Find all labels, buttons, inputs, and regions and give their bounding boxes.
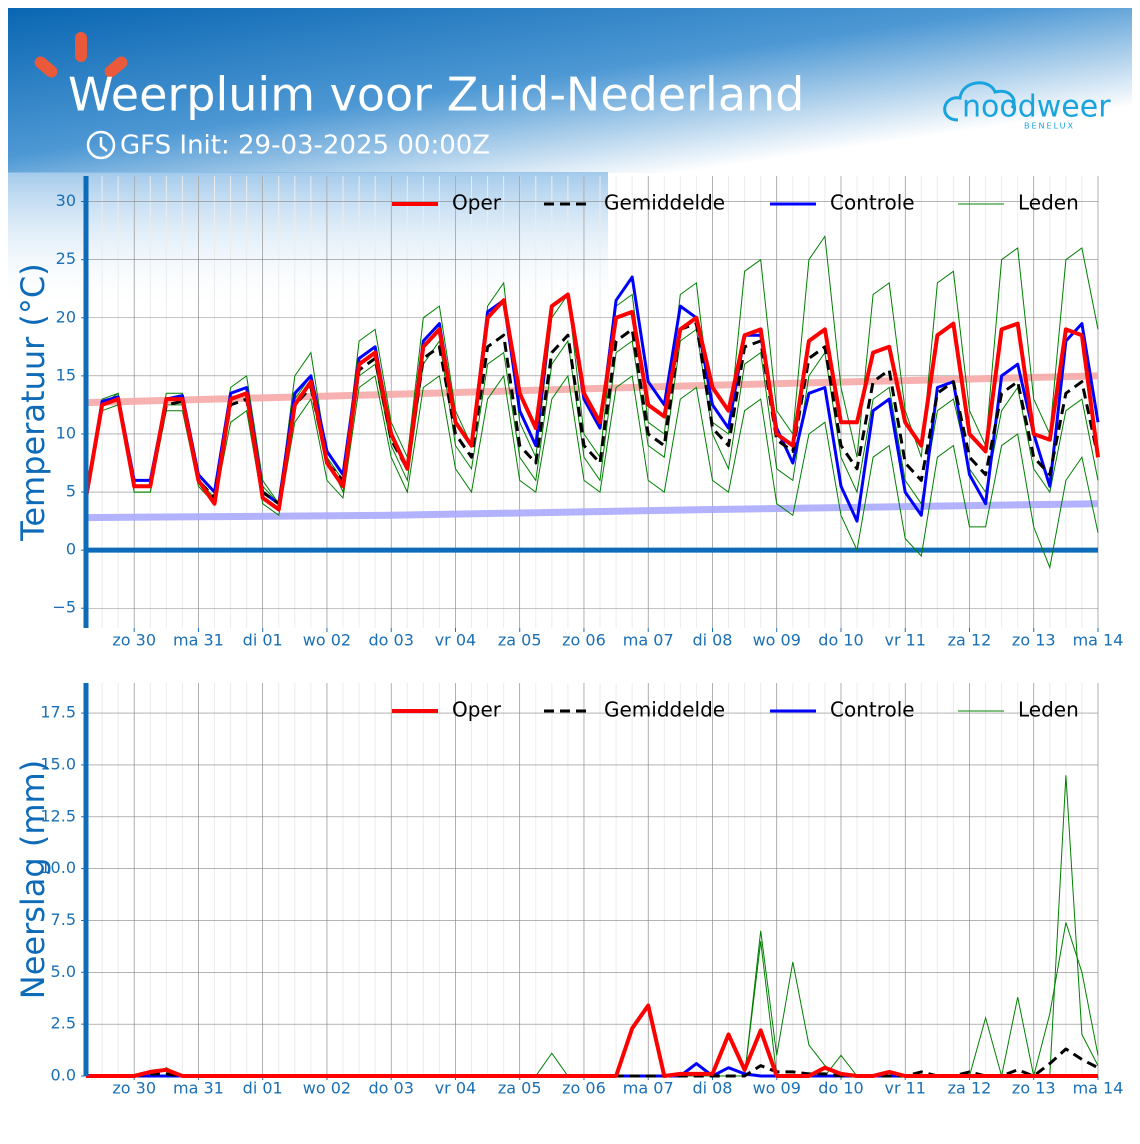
clock-icon	[86, 130, 116, 160]
x-tick-label: ma 31	[173, 631, 224, 650]
x-tick-label: za 05	[498, 1079, 542, 1098]
x-tick-label: zo 13	[1012, 631, 1056, 650]
y-tick-label: 20	[56, 307, 76, 326]
legend-label: Leden	[1018, 191, 1079, 215]
header-fade	[8, 172, 608, 312]
x-tick-label: zo 13	[1012, 1079, 1056, 1098]
x-tick-label: ma 07	[623, 1079, 674, 1098]
chart: 0.0 2.5 5.0 7.5 10.0 12.5 15.0 17.5 zo 30 ma 31 di…	[14, 683, 1123, 1098]
x-tick-label: wo 09	[753, 631, 801, 650]
x-tick-label: di 08	[692, 1079, 732, 1098]
legend-label: Controle	[830, 191, 915, 215]
y-tick-label: 0	[66, 540, 76, 559]
x-tick-label: di 01	[243, 1079, 283, 1098]
y-tick-label: 7.5	[51, 910, 76, 929]
x-tick-label: ma 31	[173, 1079, 224, 1098]
series-line	[86, 1047, 1099, 1078]
x-tick-label: zo 30	[112, 1079, 156, 1098]
legend-label: Gemiddelde	[604, 191, 725, 215]
x-tick-label: vr 04	[435, 631, 477, 650]
logo-text: noodweer	[962, 90, 1111, 125]
legend-label: Controle	[830, 698, 915, 722]
y-tick-label: 15	[56, 365, 76, 384]
x-tick-label: do 10	[818, 1079, 863, 1098]
x-tick-label: wo 02	[303, 1079, 351, 1098]
member-line	[86, 775, 1099, 1077]
subtitle: GFS Init: 29-03-2025 00:00Z	[120, 131, 490, 161]
x-tick-label: zo 06	[562, 1079, 606, 1098]
x-tick-label: zo 30	[112, 631, 156, 650]
x-tick-label: do 03	[369, 631, 414, 650]
header-background	[8, 8, 1132, 173]
climate-line	[85, 500, 1099, 522]
logo: noodweer BENELUX	[943, 81, 1111, 131]
y-tick-label: 10.0	[40, 858, 76, 877]
y-tick-label: 10	[56, 423, 76, 442]
y-tick-label: 15.0	[40, 754, 76, 773]
x-tick-label: ma 14	[1073, 1079, 1124, 1098]
x-tick-label: za 05	[498, 631, 542, 650]
x-tick-label: di 08	[692, 631, 732, 650]
legend-label: Gemiddelde	[604, 698, 725, 722]
series-line	[84, 292, 1100, 512]
x-tick-label: wo 02	[303, 631, 351, 650]
y-tick-label: 30	[56, 191, 76, 210]
y-tick-label: 2.5	[51, 1014, 76, 1033]
x-tick-label: do 03	[369, 1079, 414, 1098]
x-tick-label: vr 04	[435, 1079, 477, 1098]
y-tick-label: 12.5	[40, 806, 76, 825]
x-tick-label: di 01	[243, 631, 283, 650]
x-tick-label: do 10	[818, 631, 863, 650]
x-tick-label: vr 11	[884, 1079, 926, 1098]
x-tick-label: wo 09	[753, 1079, 801, 1098]
legend-label: Leden	[1018, 698, 1079, 722]
logo-subtext: BENELUX	[1024, 122, 1075, 131]
x-tick-label: ma 07	[623, 631, 674, 650]
x-tick-label: za 12	[948, 631, 992, 650]
x-tick-label: vr 11	[884, 631, 926, 650]
chart: −5 0 5 10 15 20 25 30 zo 30 ma 31 di 01 wo 02 do 03 v…	[14, 176, 1123, 650]
legend-label: Oper	[452, 191, 502, 215]
y-tick-label: 5	[66, 482, 76, 501]
y-axis-label: Neerslag (mm)	[14, 760, 52, 999]
y-tick-label: −5	[52, 598, 76, 617]
x-tick-label: za 12	[948, 1079, 992, 1098]
series-line	[86, 1003, 1098, 1078]
member-line	[85, 235, 1099, 506]
y-tick-label: 17.5	[40, 703, 76, 722]
y-tick-label: 5.0	[51, 962, 76, 981]
title: Weerpluim voor Zuid-Nederland	[68, 68, 804, 122]
y-tick-label: 25	[56, 249, 76, 268]
y-axis-label: Temperatuur (°C)	[14, 263, 52, 541]
legend-label: Oper	[452, 698, 502, 722]
y-tick-label: 0.0	[51, 1066, 76, 1085]
header-icon	[34, 32, 128, 78]
x-tick-label: ma 14	[1073, 631, 1124, 650]
x-tick-label: zo 06	[562, 631, 606, 650]
climate-line	[85, 372, 1099, 407]
member-line	[86, 922, 1099, 1077]
